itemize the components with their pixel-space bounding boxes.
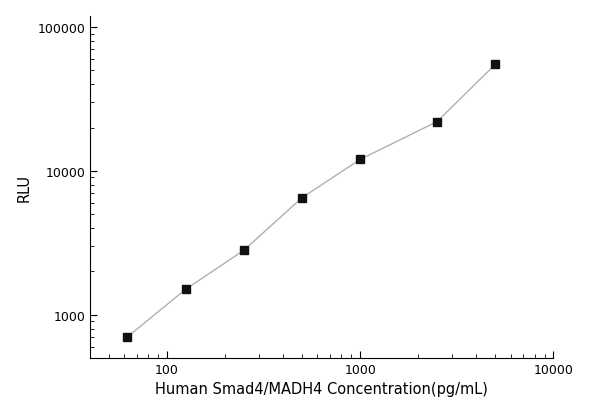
X-axis label: Human Smad4/MADH4 Concentration(pg/mL): Human Smad4/MADH4 Concentration(pg/mL) (155, 382, 488, 396)
Y-axis label: RLU: RLU (17, 173, 32, 201)
